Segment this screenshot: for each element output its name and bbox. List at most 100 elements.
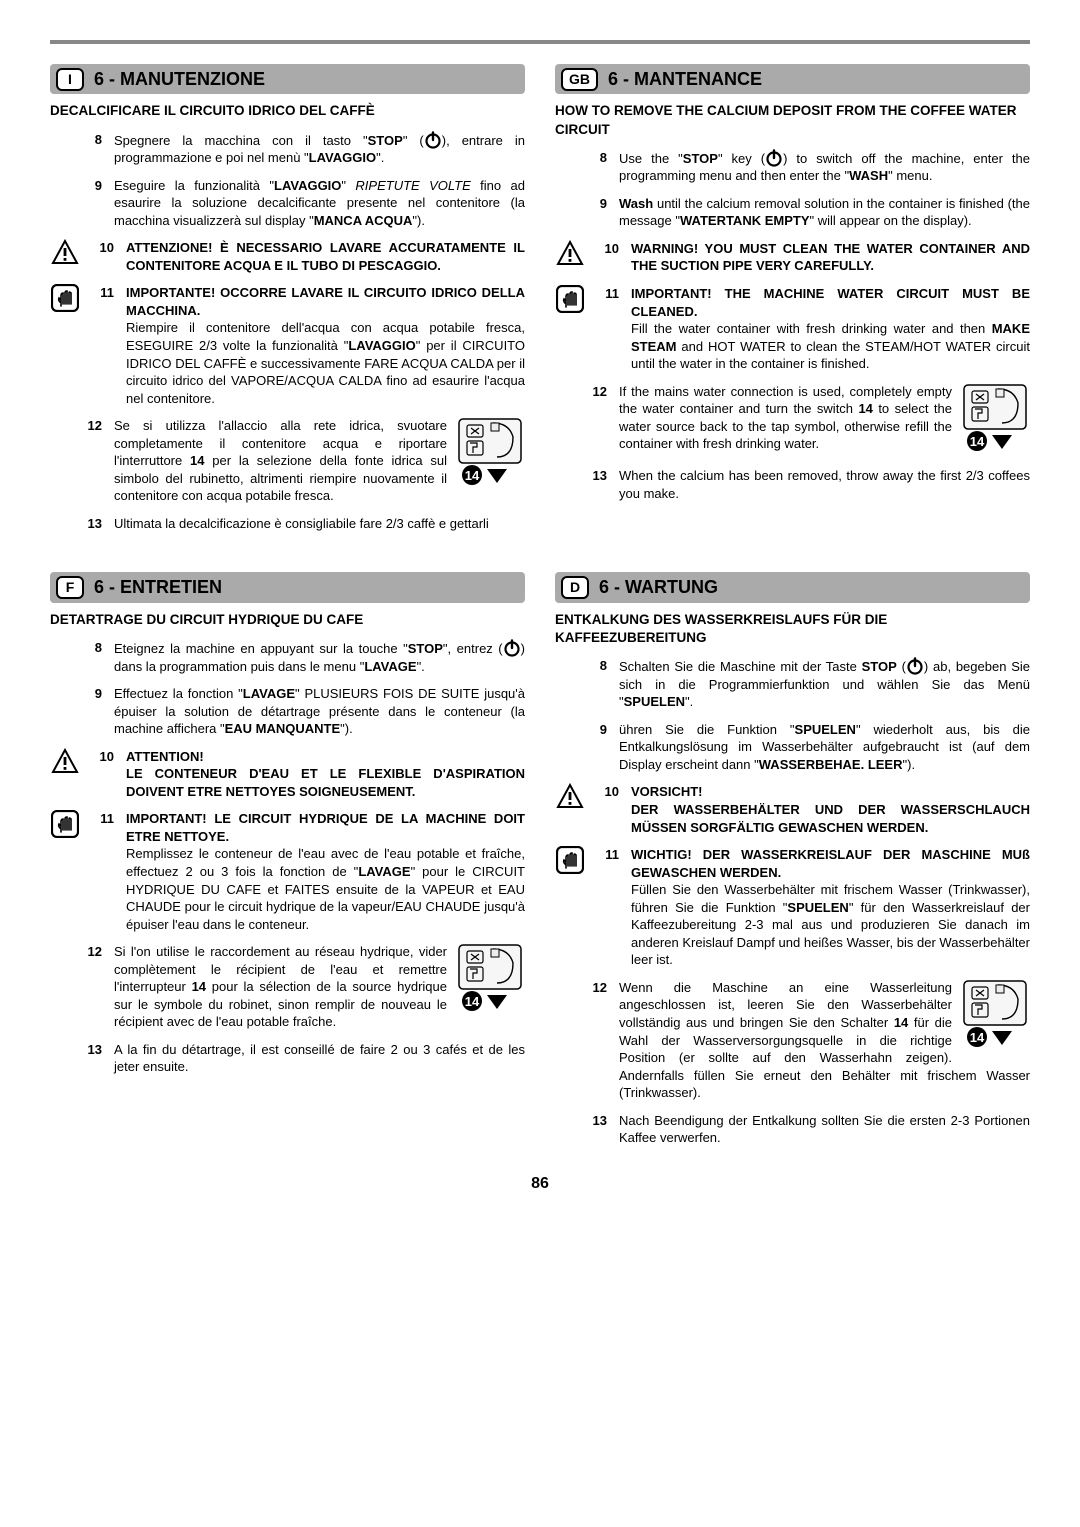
list-item: 8 Eteignez la machine en appuyant sur la … <box>50 639 525 675</box>
item-number: 10 <box>92 748 114 801</box>
list-item: 12Si l'on utilise le raccordement au rés… <box>50 943 525 1031</box>
item-text: Use the "STOP" key () to switch off the … <box>619 149 1030 185</box>
item-number: 12 <box>80 943 102 1031</box>
list-item: 9ühren Sie die Funktion "SPUELEN" wieder… <box>555 721 1030 774</box>
item-number: 11 <box>597 846 619 969</box>
section-subtitle: ENTKALKUNG DES WASSERKREISLAUFS FÜR DIE … <box>555 611 1030 647</box>
section-subtitle: HOW TO REMOVE THE CALCIUM DEPOSIT FROM T… <box>555 102 1030 138</box>
power-icon <box>424 131 442 149</box>
item-text: Eteignez la machine en appuyant sur la t… <box>114 639 525 675</box>
list-item: 13Nach Beendigung der Entkalkung sollten… <box>555 1112 1030 1147</box>
list-item: 11IMPORTANT! LE CIRCUIT HYDRIQUE DE LA M… <box>50 810 525 933</box>
item-text: ATTENTION!LE CONTENEUR D'EAU ET LE FLEXI… <box>126 748 525 801</box>
item-number: 10 <box>597 783 619 836</box>
item-number: 13 <box>585 467 607 502</box>
item-text: Wash until the calcium removal solution … <box>619 195 1030 230</box>
item-number: 12 <box>585 383 607 458</box>
section-title: 6 - MANTENANCE <box>608 67 762 91</box>
item-text: Nach Beendigung der Entkalkung sollten S… <box>619 1112 1030 1147</box>
item-text: Wenn die Maschine an eine Wasserleitung … <box>619 979 1030 1102</box>
lang-badge: I <box>56 68 84 91</box>
list-item: 13 Ultimata la decalcificazione è consigl… <box>50 515 525 533</box>
item-text: Eseguire la funzionalità "LAVAGGIO" RIPE… <box>114 177 525 230</box>
item-text: Schalten Sie die Maschine mit der Taste … <box>619 657 1030 711</box>
item-number: 9 <box>585 721 607 774</box>
item-number: 9 <box>80 685 102 738</box>
item-text: Spegnere la macchina con il tasto "STOP"… <box>114 131 525 167</box>
list-item: 12Wenn die Maschine an eine Wasserleitun… <box>555 979 1030 1102</box>
item-text: Effectuez la fonction "LAVAGE" PLUSIEURS… <box>114 685 525 738</box>
item-text: WARNING! YOU MUST CLEAN THE WATER CONTAI… <box>631 240 1030 275</box>
list-item: 12Se si utilizza l'allaccio alla rete id… <box>50 417 525 505</box>
switch-14-diagram <box>455 943 525 1018</box>
section-title: 6 - MANUTENZIONE <box>94 67 265 91</box>
power-icon <box>906 657 924 675</box>
section-header: GB 6 - MANTENANCE <box>555 64 1030 94</box>
item-number: 9 <box>585 195 607 230</box>
col-english: GB 6 - MANTENANCE HOW TO REMOVE THE CALCIU… <box>555 64 1030 542</box>
item-text: IMPORTANT! THE MACHINE WATER CIRCUIT MUS… <box>631 285 1030 373</box>
hand-icon <box>556 846 584 874</box>
item-text: ATTENZIONE! È NECESSARIO LAVARE ACCURATA… <box>126 239 525 274</box>
item-number: 11 <box>597 285 619 373</box>
item-number: 8 <box>585 657 607 711</box>
col-french: F 6 - ENTRETIEN DETARTRAGE DU CIRCUIT HYDR… <box>50 572 525 1156</box>
item-number: 11 <box>92 810 114 933</box>
item-text: Ultimata la decalcificazione è consiglia… <box>114 515 525 533</box>
item-number: 8 <box>585 149 607 185</box>
item-text: Se si utilizza l'allaccio alla rete idri… <box>114 417 525 505</box>
hand-icon <box>556 285 584 313</box>
section-title: 6 - ENTRETIEN <box>94 575 222 599</box>
list-item: 11IMPORTANT! THE MACHINE WATER CIRCUIT M… <box>555 285 1030 373</box>
item-text: Si l'on utilise le raccordement au résea… <box>114 943 525 1031</box>
hand-icon <box>51 810 79 838</box>
page-number: 86 <box>50 1173 1030 1195</box>
list-item: 8Schalten Sie die Maschine mit der Taste… <box>555 657 1030 711</box>
item-number: 13 <box>80 515 102 533</box>
item-number: 9 <box>80 177 102 230</box>
item-number: 8 <box>80 639 102 675</box>
item-number: 12 <box>80 417 102 505</box>
section-subtitle: DETARTRAGE DU CIRCUIT HYDRIQUE DU CAFE <box>50 611 525 629</box>
warning-icon <box>556 783 584 809</box>
item-number: 11 <box>92 284 114 407</box>
item-text: WICHTIG! DER WASSERKREISLAUF DER MASCHIN… <box>631 846 1030 969</box>
item-text: ühren Sie die Funktion "SPUELEN" wiederh… <box>619 721 1030 774</box>
list-item: 10 ATTENZIONE! È NECESSARIO LAVARE ACCURA… <box>50 239 525 274</box>
list-item: 8 Spegnere la macchina con il tasto "STOP… <box>50 131 525 167</box>
list-item: 11WICHTIG! DER WASSERKREISLAUF DER MASCH… <box>555 846 1030 969</box>
col-german: D 6 - WARTUNG ENTKALKUNG DES WASSERKREISLA… <box>555 572 1030 1156</box>
list-item: 11IMPORTANTE! OCCORRE LAVARE IL CIRCUITO… <box>50 284 525 407</box>
col-italian: I 6 - MANUTENZIONE DECALCIFICARE IL CIRCUI… <box>50 64 525 542</box>
lang-badge: GB <box>561 68 598 91</box>
item-number: 8 <box>80 131 102 167</box>
item-text: VORSICHT!DER WASSERBEHÄLTER UND DER WASS… <box>631 783 1030 836</box>
item-text: A la fin du détartrage, il est conseillé… <box>114 1041 525 1076</box>
switch-14-diagram <box>960 383 1030 458</box>
top-rule <box>50 40 1030 44</box>
item-number: 10 <box>92 239 114 274</box>
item-number: 10 <box>597 240 619 275</box>
power-icon <box>503 639 521 657</box>
list-item: 13When the calcium has been removed, thr… <box>555 467 1030 502</box>
lang-badge: D <box>561 576 589 599</box>
warning-icon <box>51 748 79 774</box>
list-item: 9Eseguire la funzionalità "LAVAGGIO" RIP… <box>50 177 525 230</box>
switch-14-diagram <box>960 979 1030 1054</box>
list-item: 8 Use the "STOP" key () to switch off the… <box>555 149 1030 185</box>
list-item: 10ATTENTION!LE CONTENEUR D'EAU ET LE FLE… <box>50 748 525 801</box>
section-title: 6 - WARTUNG <box>599 575 718 599</box>
section-subtitle: DECALCIFICARE IL CIRCUITO IDRICO DEL CAF… <box>50 102 525 120</box>
section-header: D 6 - WARTUNG <box>555 572 1030 602</box>
item-number: 12 <box>585 979 607 1102</box>
list-item: 9Effectuez la fonction "LAVAGE" PLUSIEUR… <box>50 685 525 738</box>
section-header: I 6 - MANUTENZIONE <box>50 64 525 94</box>
lang-badge: F <box>56 576 84 599</box>
item-text: IMPORTANT! LE CIRCUIT HYDRIQUE DE LA MAC… <box>126 810 525 933</box>
list-item: 9 Wash until the calcium removal solution… <box>555 195 1030 230</box>
item-text: If the mains water connection is used, c… <box>619 383 1030 458</box>
switch-14-diagram <box>455 417 525 492</box>
list-item: 12If the mains water connection is used,… <box>555 383 1030 458</box>
list-item: 10 WARNING! YOU MUST CLEAN THE WATER CONT… <box>555 240 1030 275</box>
warning-icon <box>51 239 79 265</box>
